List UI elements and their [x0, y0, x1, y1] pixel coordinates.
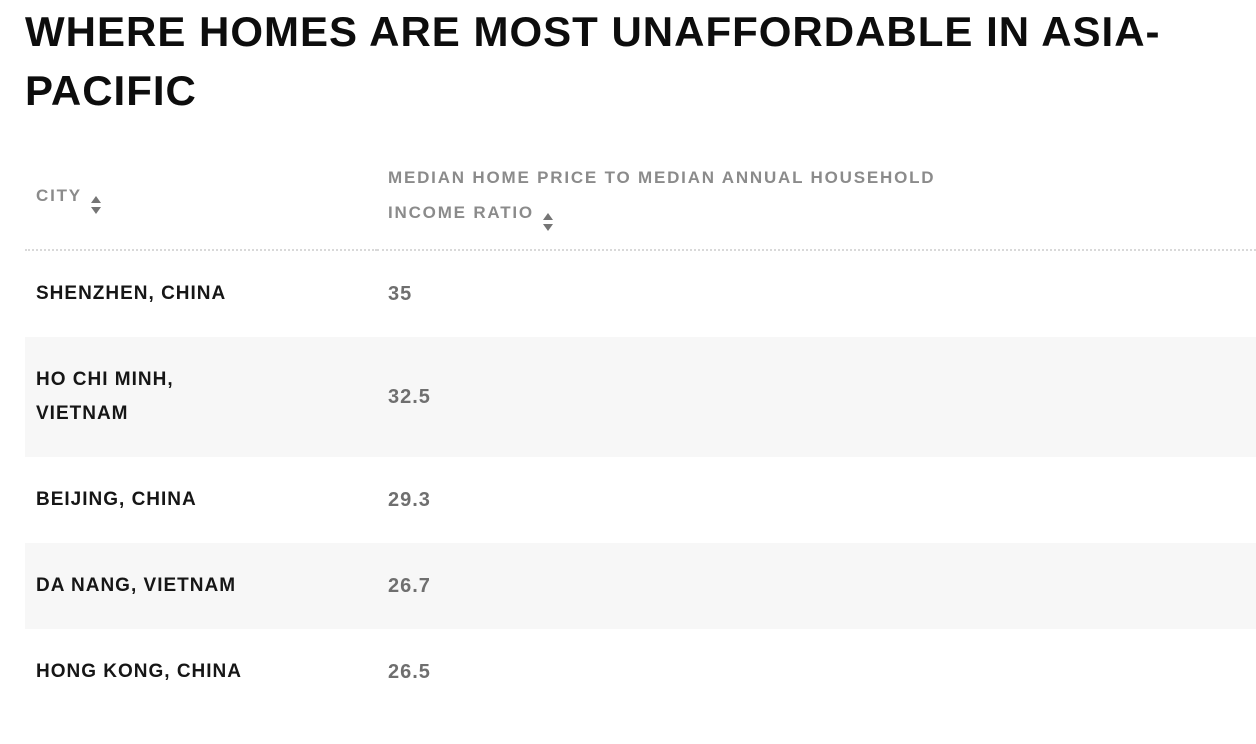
table-row: SHENZHEN, CHINA 35 [25, 250, 1256, 337]
table-row: DA NANG, VIETNAM 26.7 [25, 543, 1256, 629]
ratio-cell: 26.7 [388, 574, 431, 597]
table-row: HONG KONG, CHINA 26.5 [25, 629, 1256, 715]
table-header: CITY MEDIAN HOME PRICE TO MEDIAN ANNUAL … [25, 154, 1256, 251]
table-body: SHENZHEN, CHINA 35 HO CHI MINH, VIETNAM … [25, 250, 1256, 715]
city-cell: DA NANG, VIETNAM [36, 575, 237, 596]
column-header-city[interactable]: CITY [25, 154, 377, 251]
sort-down-icon [90, 206, 101, 214]
content: WHERE HOMES ARE MOST UNAFFORDABLE IN ASI… [25, 2, 1256, 715]
sort-up-icon [542, 213, 553, 220]
ratio-cell: 26.5 [388, 660, 431, 683]
sort-arrows-icon[interactable] [542, 213, 553, 231]
page-title: WHERE HOMES ARE MOST UNAFFORDABLE IN ASI… [25, 8, 1161, 114]
ratio-cell: 29.3 [388, 488, 431, 511]
sort-up-icon [90, 195, 101, 203]
city-cell: BEIJING, CHINA [36, 489, 197, 510]
affordability-table: CITY MEDIAN HOME PRICE TO MEDIAN ANNUAL … [25, 154, 1256, 715]
column-header-ratio-label: MEDIAN HOME PRICE TO MEDIAN ANNUAL HOUSE… [388, 168, 936, 222]
sort-down-icon [542, 224, 553, 231]
city-cell: HO CHI MINH, VIETNAM [36, 369, 174, 424]
table-row: HO CHI MINH, VIETNAM 32.5 [25, 337, 1256, 457]
column-header-city-label: CITY [36, 185, 82, 205]
sort-arrows-icon[interactable] [90, 195, 101, 214]
table-row: BEIJING, CHINA 29.3 [25, 457, 1256, 543]
ratio-cell: 35 [388, 282, 413, 305]
city-cell: HONG KONG, CHINA [36, 661, 242, 682]
column-header-ratio[interactable]: MEDIAN HOME PRICE TO MEDIAN ANNUAL HOUSE… [377, 154, 1256, 251]
city-cell: SHENZHEN, CHINA [36, 283, 227, 304]
header-row: CITY MEDIAN HOME PRICE TO MEDIAN ANNUAL … [25, 154, 1256, 251]
ratio-cell: 32.5 [388, 385, 431, 408]
